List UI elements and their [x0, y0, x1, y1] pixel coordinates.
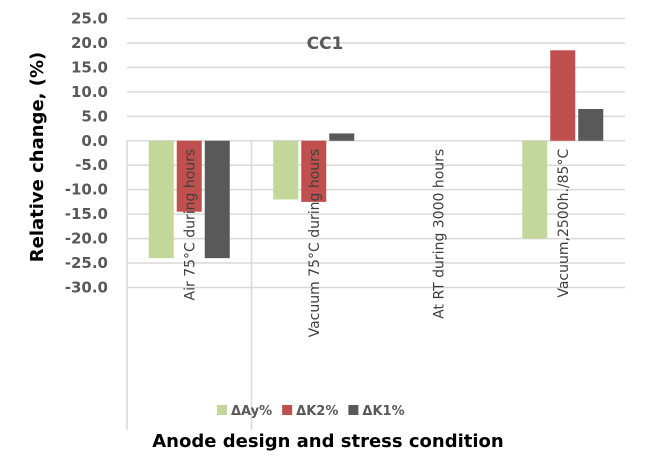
y-tick-label: -15.0 — [65, 205, 108, 223]
legend-label: ΔK2% — [296, 404, 338, 419]
category-label: At RT during 3000 hours — [431, 149, 447, 319]
y-axis-ticks: 25.0 20.0 15.0 10.0 5.0 0.0 -5.0 -10.0 -15.0 -20.… — [65, 10, 108, 297]
y-tick-label: 0.0 — [81, 132, 108, 150]
category-label: Vacuum 75°C during hours — [307, 149, 323, 338]
bar-K2-3 — [550, 50, 576, 141]
y-tick-label: 15.0 — [71, 58, 108, 76]
legend-swatch — [348, 405, 359, 415]
bar-Ay-1 — [273, 140, 299, 200]
y-tick-label: -5.0 — [75, 156, 108, 174]
bar-K1-3 — [578, 108, 604, 141]
y-tick-label: -30.0 — [65, 279, 108, 297]
bar-K1-1 — [329, 133, 355, 141]
y-tick-label: -20.0 — [65, 230, 108, 248]
bars — [148, 50, 604, 259]
y-tick-label: -10.0 — [65, 181, 108, 199]
category-labels: Air 75°C during hours Vacuum 75°C during … — [182, 149, 572, 338]
bar-Ay-0 — [148, 140, 174, 259]
y-tick-label: 20.0 — [71, 34, 108, 52]
y-tick-label: 10.0 — [71, 83, 108, 101]
category-label: Air 75°C during hours — [182, 149, 198, 301]
legend-swatch — [282, 405, 293, 415]
y-tick-label: 25.0 — [71, 10, 108, 28]
legend-label: ΔK1% — [362, 404, 404, 419]
y-tick-label: -25.0 — [65, 254, 108, 272]
category-label: Vacuum,2500h./85°C — [556, 149, 572, 298]
chart-title: CC1 — [307, 34, 344, 54]
y-tick-label: 5.0 — [81, 107, 108, 125]
x-axis-title: Anode design and stress condition — [152, 431, 503, 452]
legend-swatch — [217, 405, 227, 415]
y-axis-title: Relative change, (%) — [27, 52, 48, 263]
legend: ΔAy% ΔK2% ΔK1% — [217, 404, 405, 419]
bar-K2-0 — [176, 140, 202, 212]
bar-K1-0 — [204, 140, 230, 259]
bar-K2-1 — [301, 140, 327, 202]
bar-Ay-3 — [522, 140, 548, 239]
legend-label: ΔAy% — [231, 404, 272, 419]
